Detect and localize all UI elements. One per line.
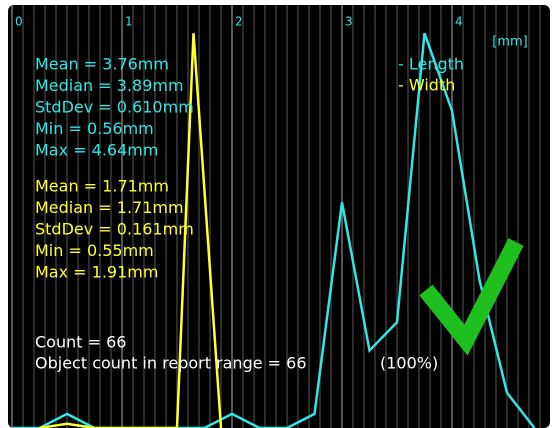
width-stat: StdDev = 0.161mm [35,220,194,239]
legend-entry: - Width [398,76,455,95]
width-stat: Min = 0.55mm [35,241,154,260]
length-stat: Median = 3.89mm [35,76,184,95]
width-stat: Median = 1.71mm [35,198,184,217]
length-stat: Mean = 3.76mm [35,55,169,74]
length-stat: Max = 4.64mm [35,141,158,160]
width-stat: Max = 1.91mm [35,263,158,282]
length-stat: Min = 0.56mm [35,119,154,138]
x-tick-label: 1 [125,15,133,29]
summary-text: Count = 66 [35,333,126,352]
length-stat: StdDev = 0.610mm [35,98,194,117]
series-line [12,32,536,428]
ok-checkmark [419,238,524,356]
x-tick-label: 0 [15,15,23,29]
series-line [39,33,223,428]
x-tick-label: 2 [235,15,243,29]
x-tick-label: 3 [345,15,353,29]
legend-entry: - Length [398,55,464,74]
x-tick-label: 4 [455,15,463,29]
width-stat: Mean = 1.71mm [35,177,169,196]
x-axis-label: [mm] [492,35,527,50]
summary-text: (100%) [380,354,438,373]
summary-text: Object count in report range = 66 [35,354,307,373]
